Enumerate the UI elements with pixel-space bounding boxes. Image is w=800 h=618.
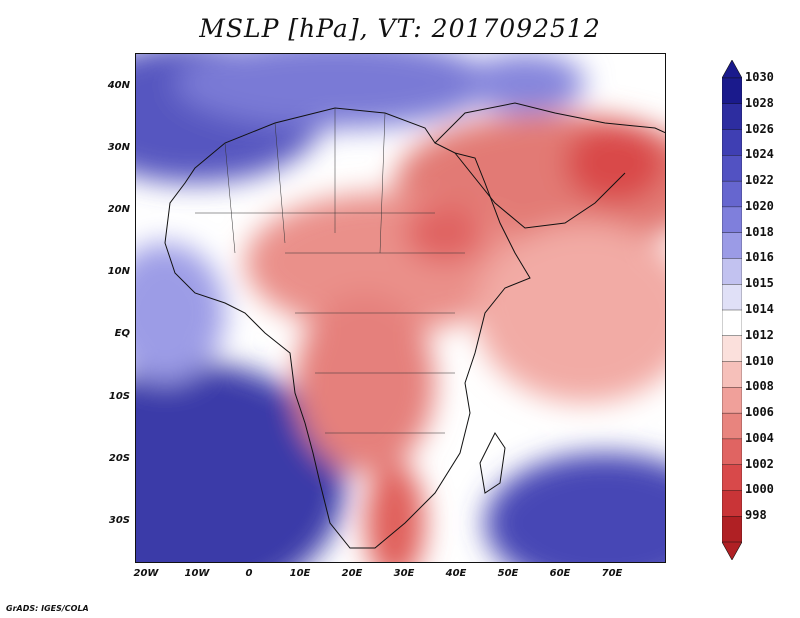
colorbar-segment — [722, 232, 742, 259]
lon-label-20e: 20E — [341, 568, 363, 579]
lat-label-10s: 10S — [108, 391, 130, 402]
lon-label-0: 0 — [245, 568, 253, 579]
colorbar-label: 1006 — [745, 405, 774, 420]
colorbar-segment — [722, 77, 742, 105]
lat-label-10n: 10N — [107, 266, 130, 277]
colorbar-segment — [722, 155, 742, 182]
map-frame — [135, 53, 666, 563]
lon-label-30e: 30E — [393, 568, 415, 579]
lon-label-10w: 10W — [184, 568, 210, 579]
colorbar-label: 1000 — [745, 482, 774, 497]
coastlines — [164, 102, 666, 549]
colorbar-segment — [722, 206, 742, 234]
lon-label-60e: 60E — [549, 568, 571, 579]
lat-label-20s: 20S — [108, 453, 130, 464]
lon-label-10e: 10E — [289, 568, 311, 579]
colorbar-label: 1024 — [745, 147, 774, 162]
mslp-map — [135, 53, 666, 563]
colorbar-label: 998 — [745, 508, 767, 523]
lat-label-20n: 20N — [107, 204, 130, 215]
colorbar-segment — [722, 335, 742, 363]
colorbar-segment — [722, 361, 742, 388]
colorbar — [722, 60, 742, 560]
colorbar-segment — [722, 103, 742, 131]
colorbar-label: 1018 — [745, 224, 774, 239]
colorbar-segment — [722, 180, 742, 208]
colorbar-segment — [722, 490, 742, 517]
lon-label-40e: 40E — [445, 568, 467, 579]
country-borders — [195, 108, 465, 434]
colorbar-label: 1010 — [745, 353, 774, 368]
lon-label-50e: 50E — [497, 568, 519, 579]
colorbar-label: 1030 — [745, 70, 774, 84]
credit-text: GrADS: IGES/COLA — [6, 604, 89, 613]
colorbar-top-arrow — [722, 60, 742, 79]
colorbar-segment — [722, 309, 742, 337]
colorbar-label: 1012 — [745, 327, 774, 342]
lon-label-20w: 20W — [133, 568, 159, 579]
colorbar-label: 1020 — [745, 198, 774, 213]
colorbar-segment — [722, 464, 742, 491]
colorbar-segment — [722, 438, 742, 466]
colorbar-segment — [722, 516, 742, 543]
lat-label-eq: EQ — [114, 328, 130, 339]
colorbar-segment — [722, 258, 742, 285]
colorbar-bottom-arrow — [722, 541, 742, 560]
plot-title: MSLP [hPa], VT: 2017092512 — [199, 14, 601, 43]
colorbar-segment — [722, 412, 742, 440]
colorbar-segment — [722, 129, 742, 156]
colorbar-label: 1004 — [745, 430, 774, 445]
lon-label-70e: 70E — [601, 568, 623, 579]
colorbar-label: 1022 — [745, 173, 774, 188]
colorbar-label: 1026 — [745, 121, 774, 136]
colorbar-segment — [722, 284, 742, 311]
colorbar-label: 1014 — [745, 302, 774, 316]
colorbar-segment — [722, 387, 742, 414]
colorbar-label: 1028 — [745, 95, 774, 110]
lat-label-40n: 40N — [107, 80, 130, 91]
pressure-field — [135, 53, 666, 563]
lat-label-30n: 30N — [107, 142, 130, 153]
lat-label-30s: 30S — [108, 515, 130, 526]
colorbar-label: 1008 — [745, 379, 774, 394]
colorbar-label: 1002 — [745, 456, 774, 471]
colorbar-label: 1016 — [745, 250, 774, 265]
colorbar-label: 1015 — [745, 276, 774, 291]
